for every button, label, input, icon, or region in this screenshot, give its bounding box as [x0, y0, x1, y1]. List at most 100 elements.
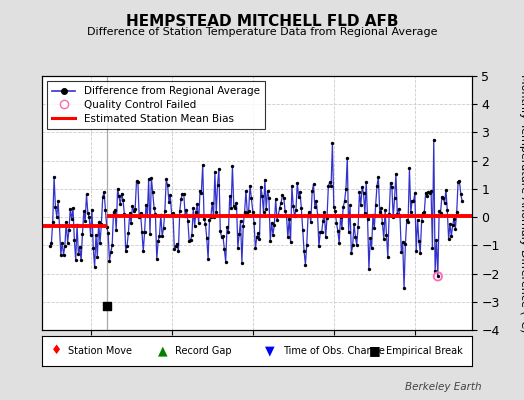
Point [454, 179, 462, 185]
Point [117, 190, 126, 197]
Point [223, 224, 231, 230]
Point [312, 198, 320, 204]
Point [386, 180, 395, 186]
Point [147, 174, 156, 181]
Point [150, 204, 158, 211]
Point [230, 203, 238, 209]
Point [71, 257, 80, 263]
Point [285, 215, 293, 222]
Point [80, 208, 88, 214]
Point [208, 200, 216, 207]
Point [148, 189, 157, 196]
Point [330, 204, 338, 210]
Point [103, 303, 111, 309]
Point [62, 219, 70, 225]
Point [89, 244, 97, 251]
Point [258, 192, 266, 199]
Point [246, 182, 254, 189]
Point [169, 210, 177, 216]
Point [119, 196, 127, 203]
Point [421, 190, 430, 196]
Point [190, 222, 199, 229]
Point [276, 204, 284, 211]
Point [309, 181, 318, 188]
Text: Record Gap: Record Gap [175, 346, 232, 356]
Point [227, 205, 235, 211]
Point [418, 218, 426, 224]
Point [52, 213, 61, 220]
Point [209, 214, 217, 220]
Point [131, 206, 139, 212]
Point [99, 194, 107, 200]
Point [82, 191, 91, 198]
Point [85, 214, 93, 221]
Point [379, 235, 388, 242]
Point [446, 220, 454, 227]
Point [355, 189, 364, 196]
Point [161, 208, 169, 214]
Point [211, 169, 219, 175]
Point [78, 231, 86, 237]
Point [282, 212, 291, 219]
Point [299, 226, 307, 233]
Point [171, 243, 180, 249]
Point [438, 194, 446, 200]
Point [424, 189, 432, 195]
Point [414, 238, 423, 244]
Point [110, 209, 118, 215]
Point [158, 233, 166, 240]
Point [239, 222, 247, 229]
Point [354, 224, 362, 230]
Point [206, 214, 215, 220]
Point [342, 186, 350, 192]
Point [311, 204, 319, 211]
Point [339, 204, 347, 210]
Point [302, 242, 311, 248]
Point [178, 190, 187, 197]
Point [101, 207, 110, 214]
Point [193, 201, 202, 207]
Point [242, 188, 250, 194]
Point [278, 192, 287, 198]
Point [419, 210, 427, 216]
Point [176, 208, 184, 214]
Point [61, 242, 69, 249]
Text: ▼: ▼ [265, 344, 275, 358]
Point [423, 193, 431, 200]
Point [91, 264, 99, 270]
Point [50, 173, 58, 180]
Point [123, 243, 131, 249]
Point [381, 207, 389, 214]
Point [453, 208, 461, 215]
Point [182, 206, 191, 213]
Text: ■: ■ [368, 344, 380, 358]
Point [325, 179, 334, 186]
Point [363, 215, 372, 222]
Text: Time of Obs. Change: Time of Obs. Change [282, 346, 385, 356]
Point [151, 211, 160, 218]
Point [401, 241, 410, 248]
Point [120, 211, 128, 217]
Point [458, 198, 466, 204]
Point [212, 209, 221, 215]
Point [177, 196, 185, 202]
Point [152, 256, 161, 262]
Point [259, 209, 268, 215]
Point [228, 163, 237, 170]
Point [136, 210, 145, 216]
Point [328, 140, 336, 146]
Point [65, 227, 73, 234]
Point [341, 198, 349, 204]
Point [412, 248, 420, 254]
Point [404, 219, 412, 226]
Point [81, 218, 90, 225]
Point [116, 201, 125, 208]
Point [86, 232, 95, 238]
Point [75, 243, 84, 250]
Point [393, 211, 401, 217]
Point [370, 225, 378, 231]
Point [443, 207, 452, 213]
Point [292, 207, 300, 214]
Point [70, 236, 79, 243]
Point [260, 177, 269, 183]
